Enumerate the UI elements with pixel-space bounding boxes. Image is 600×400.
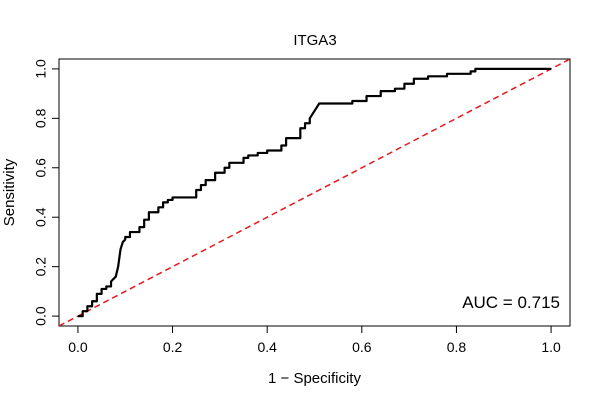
series-layer	[59, 59, 570, 326]
roc-curve-line	[77, 67, 552, 318]
x-tick-label: 0.8	[447, 339, 467, 355]
x-axis: 0.0 0.2 0.4 0.6 0.8 1.0	[68, 325, 561, 355]
x-tick-label: 0.4	[257, 339, 277, 355]
x-tick-label: 1.0	[541, 339, 561, 355]
reference-diagonal-line	[59, 59, 570, 326]
y-tick-label: 0.4	[33, 207, 49, 227]
y-axis: 0.0 0.2 0.4 0.6 0.8 1.0	[33, 59, 60, 326]
y-tick-label: 0.6	[33, 158, 49, 178]
x-tick-label: 0.2	[163, 339, 183, 355]
chart-title: ITGA3	[293, 32, 336, 49]
x-axis-label: 1 − Specificity	[268, 370, 361, 387]
y-tick-label: 0.0	[33, 306, 49, 326]
y-axis-label: Sensitivity	[1, 158, 18, 226]
y-tick-label: 0.8	[33, 108, 49, 128]
x-tick-label: 0.0	[68, 339, 88, 355]
y-tick-label: 0.2	[33, 257, 49, 277]
y-tick-label: 1.0	[33, 59, 49, 79]
x-tick-label: 0.6	[352, 339, 372, 355]
auc-annotation: AUC = 0.715	[462, 293, 560, 312]
